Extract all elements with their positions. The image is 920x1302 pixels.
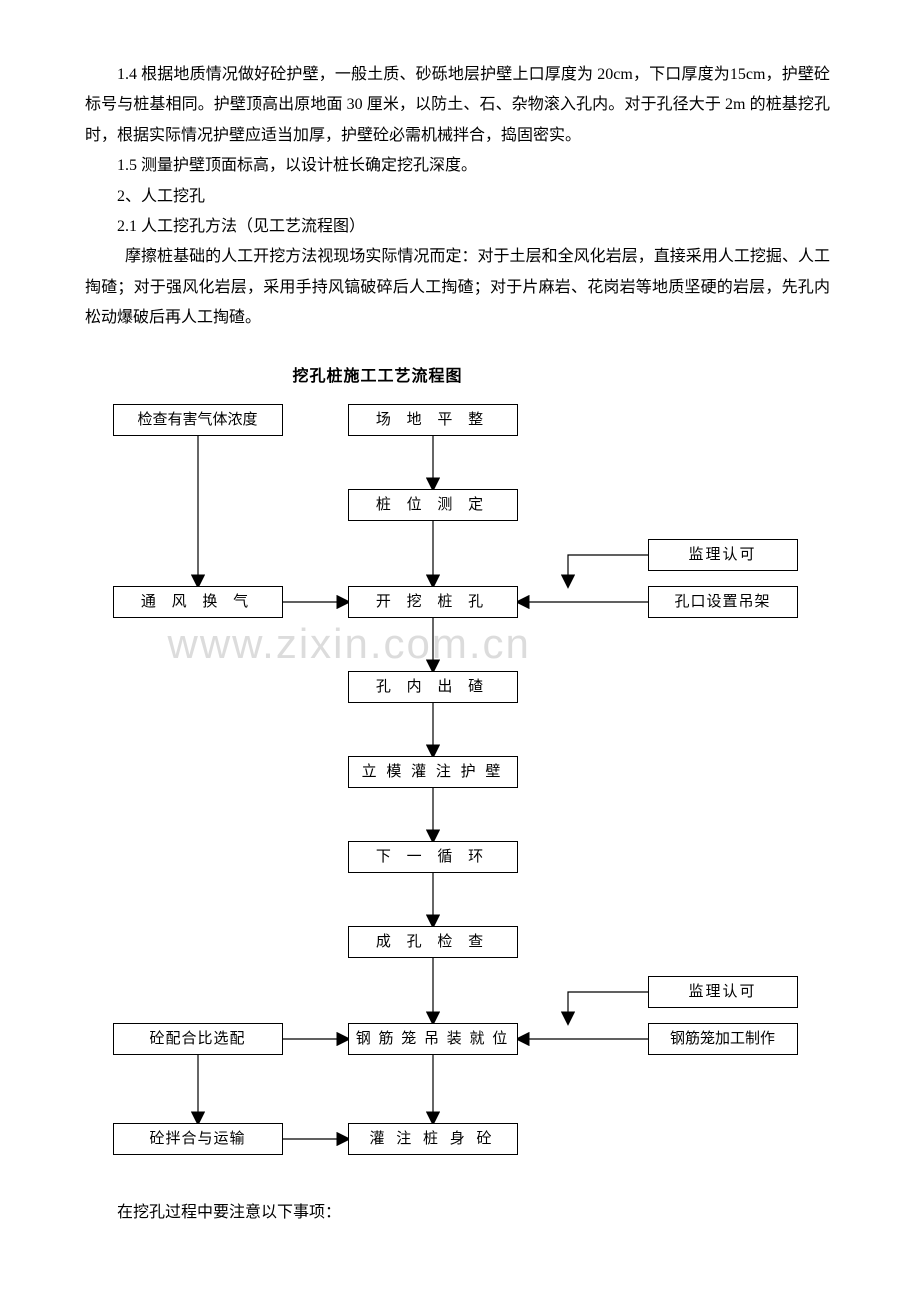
paragraph-2: 2、人工挖孔 [85,182,830,212]
flow-node-n_crane: 孔口设置吊架 [648,586,798,618]
flow-node-n_muck: 孔 内 出 碴 [348,671,518,703]
flow-node-n_vent: 通 风 换 气 [113,586,283,618]
flowchart: www.zixin.com.cn 检查有害气体浓度场 地 平 整桩 位 测 定监… [88,404,828,1174]
flow-node-n_check: 成 孔 检 查 [348,926,518,958]
flow-node-n_fab: 钢筋笼加工制作 [648,1023,798,1055]
flow-node-n_next: 下 一 循 环 [348,841,518,873]
flow-node-n_gas: 检查有害气体浓度 [113,404,283,436]
paragraph-1-5: 1.5 测量护壁顶面标高，以设计桩长确定挖孔深度。 [85,151,830,181]
paragraph-1-4: 1.4 根据地质情况做好砼护壁，一般土质、砂砾地层护壁上口厚度为 20cm，下口… [85,60,830,151]
flow-node-n_cage: 钢 筋 笼 吊 装 就 位 [348,1023,518,1055]
flow-node-n_site: 场 地 平 整 [348,404,518,436]
paragraph-method: 摩擦桩基础的人工开挖方法视现场实际情况而定：对于土层和全风化岩层，直接采用人工挖… [85,242,830,333]
flow-node-n_mix: 砼配合比选配 [113,1023,283,1055]
flow-node-n_form: 立 模 灌 注 护 壁 [348,756,518,788]
flow-node-n_sup2: 监理认可 [648,976,798,1008]
flow-node-n_trans: 砼拌合与运输 [113,1123,283,1155]
paragraph-2-1: 2.1 人工挖孔方法（见工艺流程图） [85,212,830,242]
flowchart-title: 挖孔桩施工工艺流程图 [85,362,830,392]
paragraph-footer: 在挖孔过程中要注意以下事项： [85,1198,830,1228]
flow-node-n_pour: 灌 注 桩 身 砼 [348,1123,518,1155]
flow-node-n_sup1: 监理认可 [648,539,798,571]
flow-node-n_pile: 桩 位 测 定 [348,489,518,521]
flow-node-n_exc: 开 挖 桩 孔 [348,586,518,618]
